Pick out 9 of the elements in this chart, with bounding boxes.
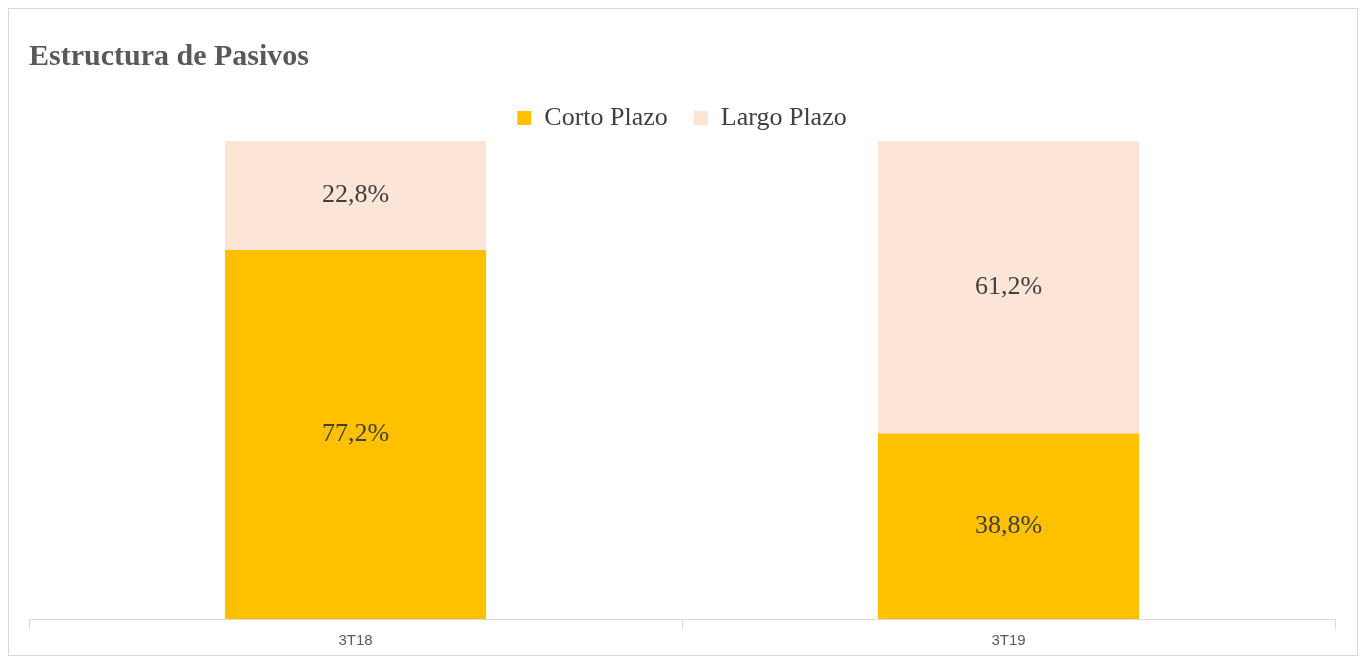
chart-title: Estructura de Pasivos <box>29 37 309 71</box>
data-label: 61,2% <box>974 271 1043 301</box>
legend-label: Corto Plazo <box>544 101 668 131</box>
data-label: 77,2% <box>321 418 390 448</box>
x-tick-label: 3T18 <box>338 631 373 649</box>
legend-label: Largo Plazo <box>720 101 847 131</box>
data-label: 22,8% <box>321 179 390 209</box>
data-label: 38,8% <box>974 510 1043 540</box>
x-tick-label: 3T19 <box>991 631 1026 649</box>
